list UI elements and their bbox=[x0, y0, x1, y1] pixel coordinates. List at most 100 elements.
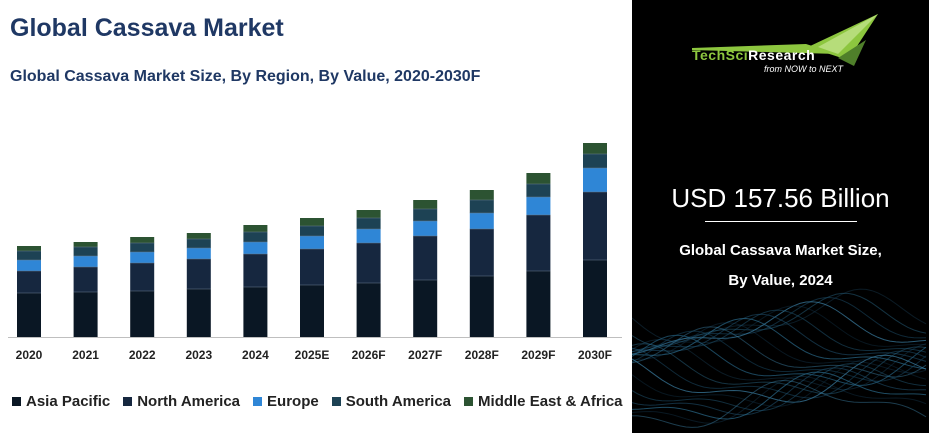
bar-segment bbox=[73, 256, 98, 267]
x-tick-label: 2023 bbox=[185, 348, 212, 362]
bar-segment bbox=[243, 232, 268, 242]
wave-line bbox=[632, 309, 927, 353]
x-tick-label: 2022 bbox=[129, 348, 156, 362]
bar-segment bbox=[243, 225, 268, 232]
bar-segment bbox=[526, 173, 551, 184]
brand-tagline: from NOW to NEXT bbox=[764, 64, 844, 74]
x-tick-label: 2030F bbox=[578, 348, 612, 362]
bar-segment bbox=[73, 242, 98, 247]
legend-label: Asia Pacific bbox=[26, 393, 111, 410]
wave-line bbox=[632, 330, 927, 382]
wave-line bbox=[632, 292, 927, 347]
chart-legend: Asia Pacific North America Europe South Ame… bbox=[12, 393, 623, 410]
bar-segment bbox=[583, 154, 607, 168]
wave-line bbox=[632, 296, 927, 351]
legend-swatch bbox=[253, 397, 263, 406]
bar-segment bbox=[73, 292, 98, 337]
summary-panel: TechSciResearch from NOW to NEXT USD 157… bbox=[632, 0, 929, 433]
legend-item: North America bbox=[123, 393, 240, 410]
wave-line bbox=[632, 367, 927, 416]
bar-segment bbox=[243, 287, 268, 337]
bar-segment bbox=[413, 209, 438, 221]
bar-segment bbox=[130, 252, 155, 263]
bar-segment bbox=[469, 276, 494, 337]
bar-segment bbox=[17, 293, 41, 337]
bar-segment bbox=[300, 249, 324, 285]
bar-segment bbox=[73, 267, 98, 292]
bar-segment bbox=[17, 251, 41, 260]
legend-swatch bbox=[12, 397, 21, 406]
highlight-divider bbox=[705, 221, 857, 222]
bar-segment bbox=[300, 218, 324, 226]
bar-segment bbox=[526, 271, 551, 337]
x-tick-label: 2029F bbox=[521, 348, 555, 362]
brand-name-part2: Research bbox=[748, 47, 816, 63]
wave-line bbox=[632, 371, 927, 420]
chart-subtitle: Global Cassava Market Size, By Region, B… bbox=[10, 68, 481, 85]
bar-segment bbox=[130, 291, 155, 337]
legend-item: Europe bbox=[253, 393, 319, 410]
bar-segment bbox=[130, 243, 155, 252]
techsci-logo-icon bbox=[692, 14, 878, 66]
x-tick-label: 2028F bbox=[465, 348, 499, 362]
x-tick-label: 2027F bbox=[408, 348, 442, 362]
bar-segment bbox=[186, 248, 211, 259]
wave-line bbox=[632, 317, 927, 370]
wave-line bbox=[632, 301, 927, 355]
wave-line bbox=[632, 326, 927, 378]
bar-segment bbox=[356, 283, 381, 337]
bar-segment bbox=[356, 243, 381, 283]
bar-segment bbox=[413, 200, 438, 209]
bar-segment bbox=[186, 233, 211, 239]
bar-segment bbox=[73, 247, 98, 256]
chart-panel: Global Cassava Market Global Cassava Mar… bbox=[8, 14, 623, 410]
x-tick-label: 2025E bbox=[295, 348, 330, 362]
bar-segment bbox=[17, 271, 41, 293]
bar-segment bbox=[469, 213, 494, 229]
bar-segment bbox=[583, 260, 607, 337]
wave-line bbox=[632, 379, 927, 428]
wave-line bbox=[632, 358, 927, 407]
bar-segment bbox=[356, 210, 381, 218]
highlight-caption-line1: Global Cassava Market Size, bbox=[679, 242, 882, 259]
bar-segment bbox=[300, 285, 324, 337]
legend-label: Europe bbox=[267, 393, 319, 410]
legend-swatch bbox=[331, 397, 341, 406]
wave-line bbox=[632, 288, 927, 343]
bar-segment bbox=[469, 200, 494, 213]
legend-item: South America bbox=[331, 393, 451, 410]
bar-segment bbox=[413, 236, 438, 280]
x-tick-label: 2026F bbox=[352, 348, 386, 362]
brand-name: TechSciResearch bbox=[692, 47, 815, 63]
x-tick-label: 2021 bbox=[72, 348, 99, 362]
bar-segment bbox=[300, 226, 324, 236]
bar-segment bbox=[413, 221, 438, 236]
legend-item: Asia Pacific bbox=[12, 393, 110, 410]
x-tick-label: 2024 bbox=[242, 348, 269, 362]
bar-segment bbox=[413, 280, 438, 337]
legend-swatch bbox=[123, 397, 133, 406]
bar-segment bbox=[17, 246, 41, 251]
bar-segment bbox=[526, 184, 551, 197]
legend-swatch bbox=[464, 397, 474, 406]
wave-line bbox=[632, 363, 927, 412]
bar-segment bbox=[469, 229, 494, 276]
bar-segment bbox=[526, 197, 551, 215]
legend-label: North America bbox=[137, 393, 241, 410]
legend-item: Middle East & Africa bbox=[464, 393, 623, 410]
wave-line bbox=[632, 343, 927, 395]
bar-segment bbox=[300, 236, 324, 249]
wave-line bbox=[632, 338, 927, 391]
page-title: Global Cassava Market bbox=[10, 14, 284, 42]
highlight-caption-line2: By Value, 2024 bbox=[728, 272, 833, 289]
bar-segment bbox=[583, 192, 607, 260]
bar-segment bbox=[583, 143, 607, 154]
brand-name-part1: TechSci bbox=[692, 47, 749, 63]
highlight-caption: Global Cassava Market Size, By Value, 20… bbox=[632, 236, 929, 296]
highlight-value: USD 157.56 Billion bbox=[671, 183, 890, 213]
bar-segment bbox=[469, 190, 494, 200]
bar-segment bbox=[356, 218, 381, 229]
wave-background bbox=[632, 288, 927, 428]
wave-line bbox=[632, 375, 927, 424]
bar-segment bbox=[583, 168, 607, 192]
